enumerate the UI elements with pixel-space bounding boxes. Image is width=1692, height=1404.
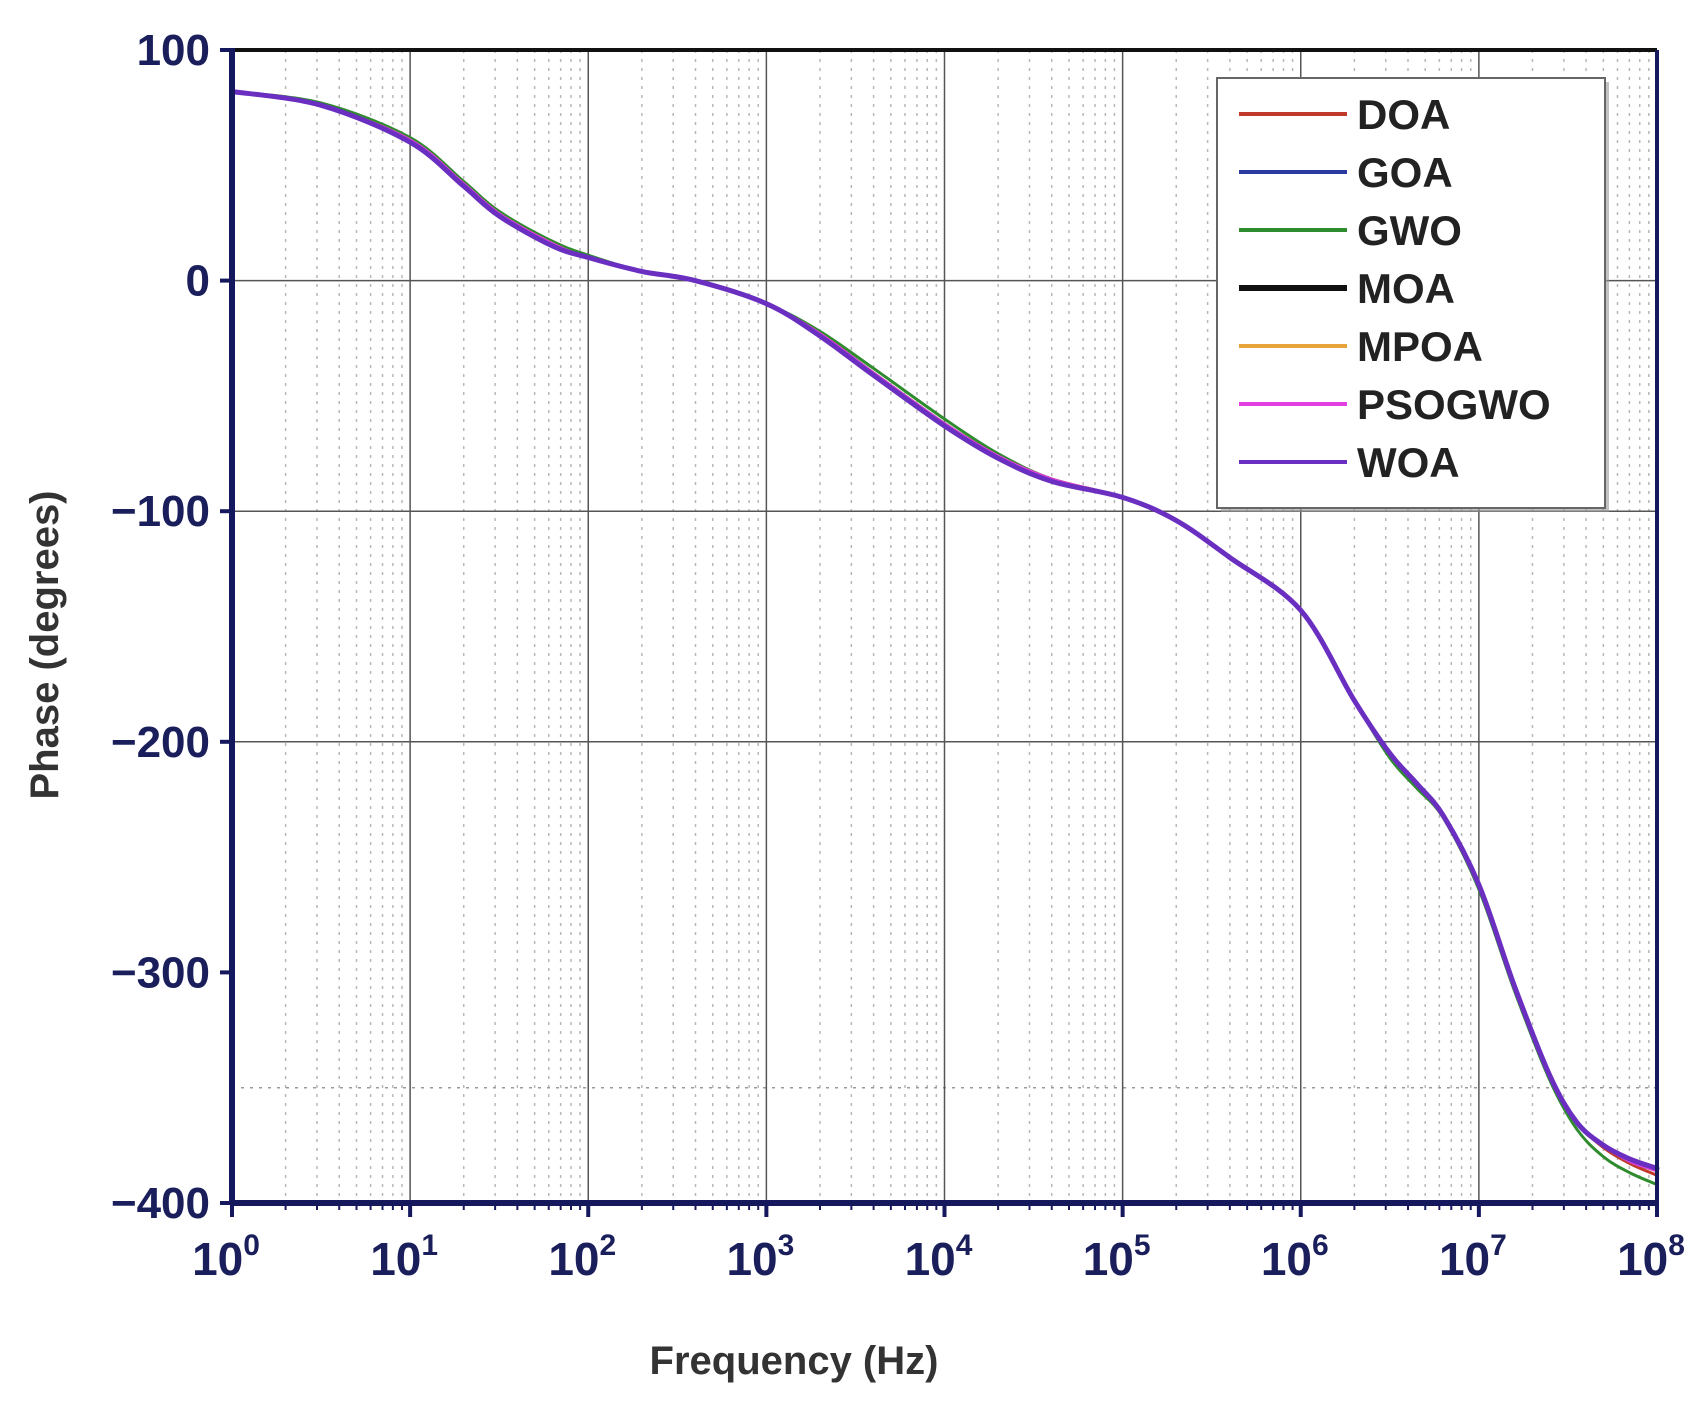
legend-label-doa: DOA [1357,91,1450,138]
x-tick-label: 106 [1261,1229,1329,1285]
x-axis-title: Frequency (Hz) [650,1339,939,1383]
y-tick-label: 0 [186,257,210,306]
x-tick-label: 107 [1439,1229,1507,1285]
y-tick-label: −300 [111,948,210,997]
legend: DOA GOA GWO MOA MPOA PSOGWO WOA [1216,77,1609,512]
series-line-woa [229,89,1660,1171]
x-tick-label: 100 [192,1229,260,1285]
y-tick-label: 100 [137,26,210,75]
y-tick-label: −200 [111,718,210,767]
x-tick-label: 103 [726,1229,794,1285]
x-tick-labels: 100 101 102 103 104 105 106 107 108 [192,1229,1685,1285]
y-tick-label: −100 [111,487,210,536]
y-tick-label: −400 [111,1179,210,1228]
x-tick-label: 101 [370,1229,438,1285]
x-tick-label: 102 [548,1229,616,1285]
legend-label-moa: MOA [1357,265,1455,312]
y-tick-labels: 100 0 −100 −200 −300 −400 [111,26,210,1228]
x-tick-label: 108 [1617,1229,1685,1285]
legend-box [1216,77,1606,509]
legend-label-psogwo: PSOGWO [1357,381,1551,428]
legend-label-gwo: GWO [1357,207,1462,254]
legend-label-mpoa: MPOA [1357,323,1483,370]
legend-label-goa: GOA [1357,149,1453,196]
y-axis-title: Phase (degrees) [23,490,67,799]
x-tick-label: 105 [1083,1229,1151,1285]
legend-label-woa: WOA [1357,439,1460,486]
x-tick-label: 104 [905,1229,973,1285]
